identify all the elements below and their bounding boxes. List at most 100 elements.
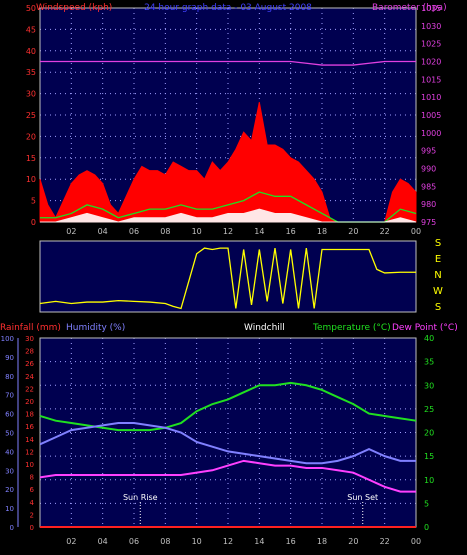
wind-x-tick-label: 10: [192, 227, 202, 236]
humidity-tick-label: 20: [5, 486, 14, 494]
rainfall-tick-label: 28: [25, 348, 34, 356]
wind-x-tick-label: 12: [223, 227, 233, 236]
temp-x-tick-label: 22: [380, 537, 390, 546]
rainfall-tick-label: 20: [25, 398, 34, 406]
rainfall-tick-label: 18: [25, 411, 34, 419]
wind-right-tick-label: 1010: [421, 93, 441, 102]
wind-left-tick-label: 45: [26, 25, 36, 34]
rainfall-tick-label: 26: [25, 360, 34, 368]
temp-series-temperature: [39, 381, 417, 432]
wind-right-tick-label: 980: [421, 200, 436, 209]
wind-series-calm: [40, 208, 417, 223]
wind-x-tick-label: 02: [66, 227, 76, 236]
wind-left-tick-label: 25: [26, 111, 36, 120]
wind-right-tick-label: 1005: [421, 111, 441, 120]
wind-left-tick-label: 30: [26, 90, 36, 99]
wind-x-tick-label: 16: [286, 227, 296, 236]
rainfall-tick-label: 14: [25, 436, 34, 444]
wind-left-tick-label: 20: [26, 132, 36, 141]
temp-x-tick-label: 16: [286, 537, 296, 546]
direction-compass-label: S: [435, 302, 441, 313]
temp-x-tick-label: 04: [98, 537, 108, 546]
rainfall-tick-label: 8: [30, 474, 34, 482]
direction-compass-label: E: [435, 254, 441, 265]
wind-right-tick-label: 1015: [421, 75, 441, 84]
temp-right-tick-label: 30: [424, 381, 434, 390]
wind-right-axis-label: Barometer (hpa): [372, 3, 447, 13]
temp-right-tick-label: 5: [424, 499, 429, 508]
rainfall-tick-label: 22: [25, 385, 34, 393]
humidity-tick-label: 0: [10, 524, 14, 532]
rainfall-tick-label: 6: [30, 486, 35, 494]
wind-right-tick-label: 1035: [421, 4, 441, 13]
rainfall-tick-label: 10: [25, 461, 34, 469]
direction-compass-label: N: [434, 270, 441, 281]
rainfall-tick-label: 0: [30, 524, 34, 532]
wind-left-tick-label: 0: [31, 218, 36, 227]
sun-marker-label: Sun Set: [347, 493, 378, 502]
wind-right-tick-label: 990: [421, 165, 436, 174]
temp-right-tick-label: 10: [424, 476, 434, 485]
humidity-tick-label: 70: [5, 392, 14, 400]
temp-legend-label: Windchill: [244, 323, 285, 333]
rainfall-tick-label: 30: [25, 335, 34, 343]
temp-x-tick-label: 10: [192, 537, 202, 546]
temp-plot-area: [40, 338, 416, 527]
wind-left-tick-label: 15: [26, 154, 36, 163]
wind-x-tick-label: 22: [380, 227, 390, 236]
wind-series-barometer: [40, 60, 416, 66]
wind-x-tick-label: 00: [411, 227, 421, 236]
wind-right-tick-label: 1000: [421, 129, 441, 138]
sun-marker-label: Sun Rise: [123, 493, 158, 502]
humidity-tick-label: 80: [5, 373, 14, 381]
humidity-tick-label: 50: [5, 430, 14, 438]
temp-x-tick-label: 06: [129, 537, 139, 546]
wind-right-tick-label: 1030: [421, 22, 441, 31]
temp-legend-label: Humidity (%): [66, 323, 125, 333]
wind-x-tick-label: 04: [98, 227, 108, 236]
temp-x-tick-label: 08: [160, 537, 170, 546]
wind-left-tick-label: 40: [26, 47, 36, 56]
direction-compass-label: S: [435, 238, 441, 249]
wind-right-tick-label: 995: [421, 147, 436, 156]
rainfall-tick-label: 2: [30, 511, 34, 519]
wind-x-tick-label: 06: [129, 227, 139, 236]
wind-right-tick-label: 1025: [421, 40, 441, 49]
direction-compass-label: W: [433, 286, 443, 297]
temp-right-tick-label: 40: [424, 334, 434, 343]
temp-x-tick-label: 00: [411, 537, 421, 546]
wind-right-tick-label: 975: [421, 218, 436, 227]
temp-legend-label: Rainfall (mm): [0, 323, 61, 333]
wind-left-tick-label: 35: [26, 68, 36, 77]
temp-x-tick-label: 20: [348, 537, 358, 546]
temp-right-tick-label: 25: [424, 405, 434, 414]
temp-right-tick-label: 0: [424, 523, 429, 532]
wind-left-tick-label: 50: [26, 4, 36, 13]
temp-x-tick-label: 02: [66, 537, 76, 546]
wind-x-tick-label: 08: [160, 227, 170, 236]
temp-x-tick-label: 12: [223, 537, 233, 546]
temp-x-tick-label: 14: [254, 537, 264, 546]
rainfall-tick-label: 12: [25, 448, 34, 456]
wind-x-tick-label: 14: [254, 227, 264, 236]
wind-x-tick-label: 20: [348, 227, 358, 236]
wind-left-tick-label: 5: [31, 197, 36, 206]
rainfall-tick-label: 16: [25, 423, 34, 431]
humidity-tick-label: 10: [5, 505, 14, 513]
wind-x-tick-label: 18: [317, 227, 327, 236]
wind-right-tick-label: 985: [421, 182, 436, 191]
wind-left-tick-label: 10: [26, 175, 36, 184]
temp-series-dew-point: [39, 459, 416, 493]
wind-left-axis-label: Windspeed (kph): [36, 3, 112, 13]
rainfall-tick-label: 4: [30, 499, 35, 507]
temp-legend-label: Temperature (°C): [312, 323, 391, 333]
temp-series-humidity: [39, 422, 416, 465]
humidity-tick-label: 90: [5, 354, 14, 362]
temp-right-tick-label: 35: [424, 358, 434, 367]
temp-x-tick-label: 18: [317, 537, 327, 546]
direction-series: [39, 247, 416, 310]
temp-legend-label: Dew Point (°C): [392, 323, 458, 333]
wind-chart-title: 24 hour graph data - 03 August 2008: [144, 3, 312, 13]
humidity-tick-label: 100: [1, 335, 14, 343]
